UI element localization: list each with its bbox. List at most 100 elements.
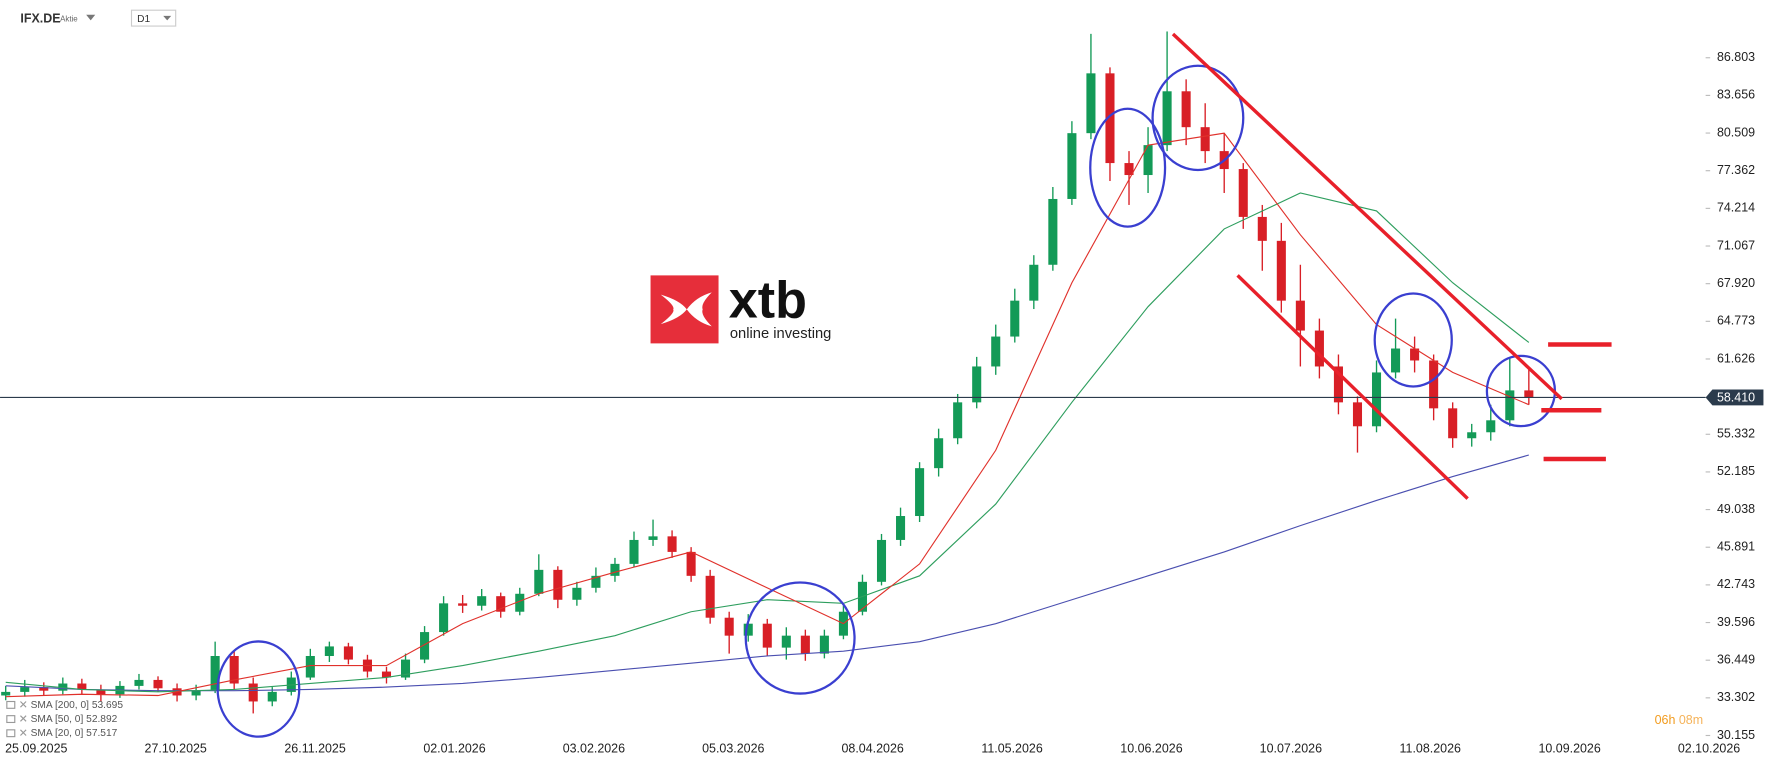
candle-body — [20, 687, 30, 692]
candle-body — [496, 596, 506, 612]
candle-body — [553, 569, 563, 600]
candle-body — [1448, 408, 1458, 439]
y-tick-label: 30.155 — [1717, 728, 1755, 742]
candle-body — [191, 690, 201, 696]
x-tick-label: 27.10.2025 — [145, 741, 207, 755]
asset-type: Aktie — [60, 14, 78, 23]
timeframe-arrow — [163, 15, 172, 21]
candle-body — [610, 563, 620, 576]
candle-body — [477, 596, 487, 606]
candle-body — [515, 593, 525, 612]
trend-line — [1236, 274, 1469, 500]
legend-icon — [6, 700, 16, 709]
legend-value: 53.695 — [92, 700, 123, 711]
highlight-circle — [744, 581, 856, 695]
candle-body — [39, 687, 49, 691]
candle-body — [572, 587, 582, 600]
x-tick-label: 03.02.2026 — [563, 741, 625, 755]
sma-line — [5, 192, 1530, 693]
candle-body — [1257, 216, 1267, 241]
highlight-circle — [1151, 64, 1245, 172]
candle-body — [210, 655, 220, 691]
y-tick-label: 39.596 — [1717, 615, 1755, 629]
logo-tagline: online investing — [730, 326, 831, 342]
candle-body — [705, 575, 715, 618]
legend-remove[interactable] — [20, 715, 27, 722]
candle-body — [686, 551, 696, 576]
legend-remove[interactable] — [20, 729, 27, 736]
candle-body — [153, 679, 163, 689]
candle-body — [58, 683, 68, 691]
candle-body — [648, 536, 658, 540]
candle-body — [896, 516, 906, 540]
candle-body — [1238, 169, 1248, 217]
candle-body — [781, 635, 791, 648]
trend-line — [1171, 32, 1563, 401]
candle-body — [915, 468, 925, 517]
candle-body — [667, 536, 677, 552]
candle-body — [876, 539, 887, 582]
x-tick-label: 08.04.2026 — [842, 741, 904, 755]
candle-body — [534, 569, 544, 594]
candle-body — [1067, 133, 1077, 199]
candle-body — [1010, 300, 1020, 337]
candle-body — [1276, 240, 1286, 301]
symbol: IFX.DE — [20, 12, 60, 26]
timeframe: D1 — [137, 14, 150, 25]
y-tick-label: 36.449 — [1717, 652, 1755, 666]
candle-body — [934, 438, 944, 469]
x-tick-label: 26.11.2025 — [284, 741, 345, 755]
y-tick-label: 77.362 — [1717, 163, 1755, 177]
legend-entry: SMA [50, 0] 52.892 — [31, 714, 118, 725]
x-tick-label: 05.03.2026 — [702, 741, 764, 755]
y-tick-label: 74.214 — [1717, 201, 1755, 215]
candle-body — [762, 623, 772, 648]
y-tick-label: 49.038 — [1717, 502, 1755, 516]
x-tick-label: 02.01.2026 — [423, 741, 485, 755]
x-tick-label: 02.10.2026 — [1678, 741, 1740, 755]
candle-body — [439, 603, 449, 633]
candle-body — [1048, 198, 1058, 265]
candle-body — [1029, 264, 1039, 301]
y-tick-label: 71.067 — [1717, 238, 1755, 252]
timeframe-select[interactable] — [130, 9, 177, 27]
y-tick-label: 67.920 — [1717, 276, 1755, 290]
candle-body — [400, 659, 411, 678]
x-tick-label: 11.08.2026 — [1400, 741, 1461, 755]
candle-body — [324, 646, 334, 656]
x-tick-label: 10.09.2026 — [1538, 741, 1600, 755]
legend-value: 52.892 — [86, 714, 117, 725]
candle-body — [1143, 145, 1153, 176]
candle-body — [267, 691, 277, 702]
candle-body — [134, 679, 144, 686]
legend-name: SMA [20, 0] — [31, 728, 84, 739]
candle-body — [1295, 300, 1305, 331]
y-tick-label: 42.743 — [1717, 577, 1755, 591]
candle-body — [1505, 390, 1515, 421]
last-price-label: 58.410 — [1717, 390, 1755, 404]
x-tick-label: 25.09.2025 — [5, 741, 67, 755]
annotations — [216, 64, 1557, 738]
candle-body — [1105, 73, 1115, 164]
candle-body — [591, 575, 601, 588]
candle-body — [629, 539, 639, 564]
candle-body — [1429, 360, 1439, 409]
candle-body — [1181, 91, 1191, 128]
candle-body — [953, 402, 963, 439]
candle-body — [96, 689, 106, 695]
highlight-circle — [1373, 292, 1453, 388]
legend-remove[interactable] — [20, 701, 27, 708]
candle-body — [972, 366, 982, 403]
y-tick-label: 86.803 — [1717, 50, 1755, 64]
logo-name: xtb — [729, 271, 807, 329]
symbol-dropdown[interactable] — [86, 14, 96, 21]
y-tick-label: 55.332 — [1717, 427, 1755, 441]
sma-line — [5, 132, 1530, 698]
highlight-circle — [1089, 107, 1167, 228]
y-tick-label: 64.773 — [1717, 314, 1755, 328]
candle-body — [1124, 163, 1134, 176]
trend-drawings — [1171, 32, 1612, 500]
